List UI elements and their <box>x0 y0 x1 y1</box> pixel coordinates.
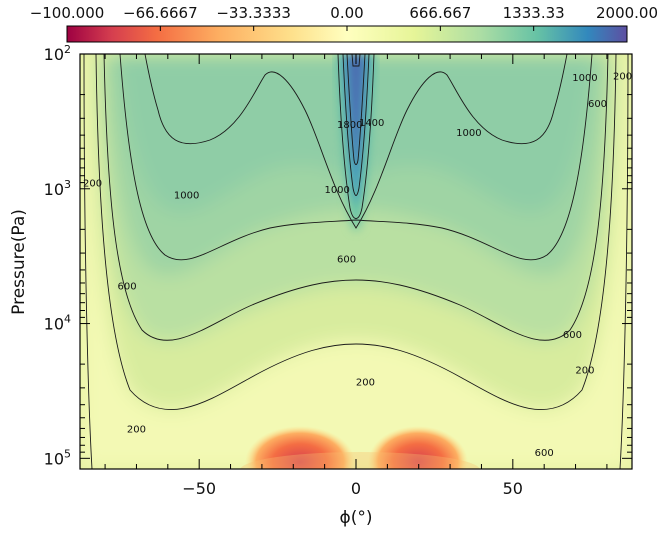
x-axis-title: ϕ(°) <box>340 508 373 528</box>
contour-label: 200 <box>575 366 594 377</box>
y-axis-title: Pressure(Pa) <box>9 209 29 315</box>
contour-line <box>337 54 375 219</box>
contour-label: 1400 <box>359 118 384 129</box>
colorbar-tick-label: −33.3333 <box>216 4 291 22</box>
colorbar-tick-label: 1333.33 <box>503 4 565 22</box>
contour-line <box>95 54 617 410</box>
y-tick-label: 103 <box>44 178 71 199</box>
colorbar-ticks: −100.000 −66.6667 −33.3333 0.00 666.667 1333.… <box>30 4 658 31</box>
y-tick-exponent: 2 <box>64 43 71 56</box>
x-axis-ticks: −50 0 50 <box>104 54 608 498</box>
contour-label: 200 <box>613 72 632 83</box>
y-tick-exponent: 4 <box>64 313 71 326</box>
y-tick-exponent: 5 <box>64 447 71 460</box>
y-tick-label: 105 <box>44 447 71 468</box>
contour-label: 1000 <box>324 185 349 196</box>
colorbar-tick-label: −66.6667 <box>123 4 198 22</box>
contour-label: 600 <box>337 255 356 266</box>
contour-label: 600 <box>117 281 136 292</box>
contour-line <box>119 54 593 261</box>
contour-label: 200 <box>127 424 146 435</box>
contour-line <box>144 54 568 229</box>
contour-label: 600 <box>563 330 582 341</box>
contour-label: 1000 <box>456 128 481 139</box>
colorbar-tick-label: 0.00 <box>330 4 363 22</box>
contour-label: 600 <box>588 99 607 110</box>
heatmap-field <box>80 54 632 469</box>
contour-label: 1000 <box>572 73 597 84</box>
contour-line <box>619 54 629 469</box>
contour-line <box>351 54 361 67</box>
y-tick-base: 10 <box>44 315 64 334</box>
contour-line <box>342 54 370 196</box>
colorbar-tick-label: 2000.00 <box>596 4 658 22</box>
x-tick-label: −50 <box>182 479 216 498</box>
x-tick-label: 50 <box>503 479 523 498</box>
y-tick-base: 10 <box>44 449 64 468</box>
colorbar-tick-label: 666.667 <box>409 4 471 22</box>
contour-label: 600 <box>535 448 554 459</box>
contour-label: 200 <box>83 179 102 190</box>
contour-line <box>346 54 366 165</box>
y-tick-label: 104 <box>44 313 71 334</box>
colorbar-tick-label: −100.000 <box>30 4 105 22</box>
y-tick-exponent: 3 <box>64 178 71 191</box>
contour-labels: 200 200 200 200 200 600 600 600 600 600 1000 1000 10… <box>83 72 632 459</box>
contour-line <box>103 54 609 341</box>
contour-label: 200 <box>356 378 375 389</box>
contour-lines <box>83 54 629 469</box>
contour-line <box>83 54 93 469</box>
y-tick-label: 102 <box>44 43 71 64</box>
contour-label: 1000 <box>174 190 199 201</box>
contour-label: 1800 <box>337 120 362 131</box>
colorbar: −100.000 −66.6667 −33.3333 0.00 666.667 1333.… <box>30 4 658 43</box>
x-tick-label: 0 <box>351 479 361 498</box>
y-tick-base: 10 <box>44 180 64 199</box>
y-tick-base: 10 <box>44 45 64 64</box>
